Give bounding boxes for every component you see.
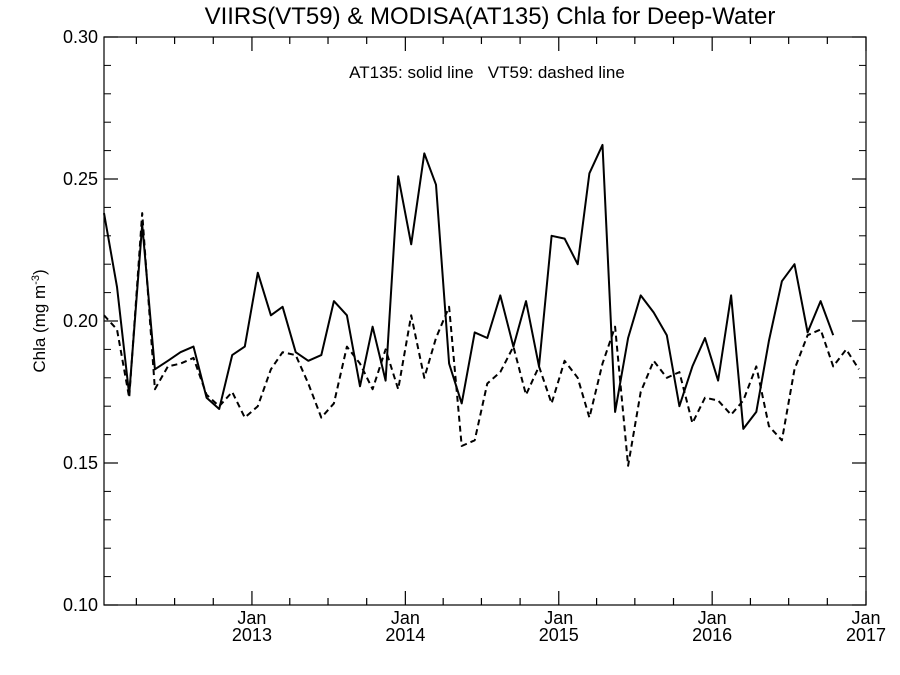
y-tick-label: 0.20 bbox=[63, 311, 98, 331]
line-style-annotation: AT135: solid line VT59: dashed line bbox=[349, 63, 625, 82]
x-tick-year-label: 2017 bbox=[846, 625, 886, 645]
y-tick-label: 0.30 bbox=[63, 27, 98, 47]
chart-title: VIIRS(VT59) & MODISA(AT135) Chla for Dee… bbox=[205, 3, 776, 30]
x-tick-month-label: Jan bbox=[544, 608, 573, 628]
plot-frame bbox=[103, 36, 867, 606]
y-tick-label: 0.25 bbox=[63, 169, 98, 189]
x-tick-year-label: 2016 bbox=[692, 625, 732, 645]
series-line-at135 bbox=[103, 143, 835, 430]
x-tick-month-label: Jan bbox=[851, 608, 880, 628]
chart-marks: 0.100.150.200.250.30Jan2013Jan2014Jan201… bbox=[63, 27, 886, 645]
series-line-vt59 bbox=[103, 212, 860, 467]
x-tick-year-label: 2013 bbox=[232, 625, 272, 645]
x-tick-month-label: Jan bbox=[237, 608, 266, 628]
x-tick-year-label: 2014 bbox=[385, 625, 425, 645]
y-tick-label: 0.15 bbox=[63, 453, 98, 473]
x-tick-year-label: 2015 bbox=[539, 625, 579, 645]
y-axis-label-superscript: -3 bbox=[30, 275, 42, 285]
x-tick-month-label: Jan bbox=[698, 608, 727, 628]
y-axis-label: Chla (mg m-3) bbox=[30, 269, 49, 372]
y-tick-label: 0.10 bbox=[63, 595, 98, 615]
x-tick-month-label: Jan bbox=[391, 608, 420, 628]
